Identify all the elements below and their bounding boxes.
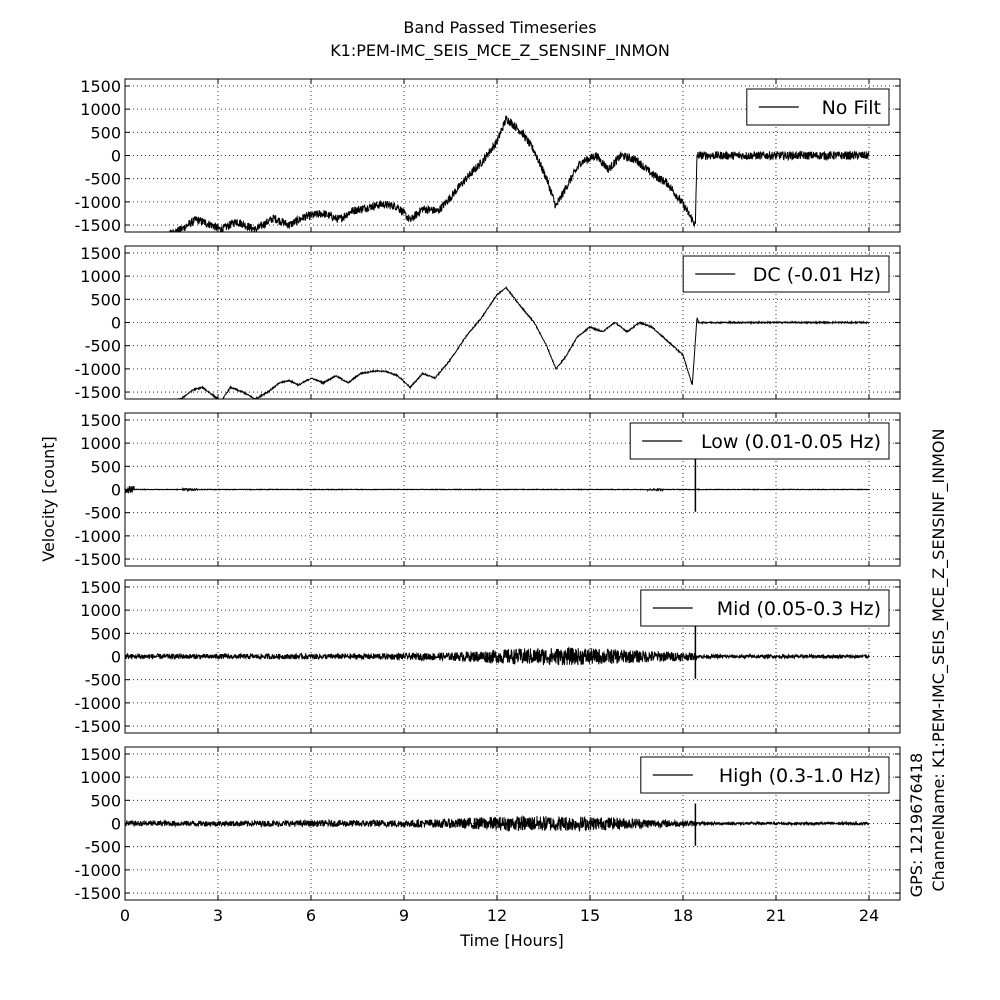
y-tick-label: -1500 [75, 717, 122, 736]
y-tick-label: -1500 [75, 383, 122, 402]
legend-label: No Filt [822, 97, 881, 119]
series-line [125, 115, 870, 232]
x-tick-label: 0 [120, 906, 130, 925]
y-tick-label: 500 [90, 290, 121, 309]
y-tick-label: 1500 [80, 77, 121, 96]
y-tick-label: 0 [111, 481, 121, 500]
subplot-2: 1500 1000 500 0 -500 -1000 -1500 DC (-0.01 Hz) [75, 244, 901, 402]
series-line [125, 815, 870, 833]
x-tick-label: 15 [580, 906, 600, 925]
legend-label: Mid (0.05-0.3 Hz) [717, 598, 881, 620]
legend-label: High (0.3-1.0 Hz) [719, 765, 881, 787]
legend-label: DC (-0.01 Hz) [753, 264, 881, 286]
y-tick-label: 1500 [80, 745, 121, 764]
y-tick-label: 0 [111, 147, 121, 166]
y-tick-label: 500 [90, 123, 121, 142]
subplot-4: 1500 1000 500 0 -500 -1000 -1500 Mid (0.05-0.3 … [75, 578, 901, 736]
subplot-stack: 1500 1000 500 0 -500 -1000 -1500 No Filt 1500 100… [75, 77, 901, 903]
y-tick-label: -500 [85, 337, 121, 356]
y-tick-label: 500 [90, 791, 121, 810]
side-gps-label: GPS: 1219676418 [907, 753, 926, 897]
y-tick-label: -1500 [75, 216, 122, 235]
legend-label: Low (0.01-0.05 Hz) [701, 431, 881, 453]
y-tick-label: 0 [111, 314, 121, 333]
x-axis-ticks: 0 3 6 9 12 15 18 21 24 [120, 906, 879, 925]
x-tick-label: 24 [859, 906, 879, 925]
y-tick-label: 0 [111, 648, 121, 667]
subplot-1: 1500 1000 500 0 -500 -1000 -1500 No Filt [75, 77, 901, 235]
y-tick-label: -1500 [75, 884, 122, 903]
subplot-3: 1500 1000 500 0 -500 -1000 -1500 Low (0.01-0.05… [75, 411, 901, 569]
y-tick-label: 0 [111, 815, 121, 834]
series-line [125, 645, 870, 666]
y-tick-label: 1000 [80, 601, 121, 620]
legend: Low (0.01-0.05 Hz) [629, 422, 890, 460]
y-tick-label: -500 [85, 170, 121, 189]
y-tick-label: 1000 [80, 267, 121, 286]
series-line [125, 485, 870, 494]
x-tick-label: 12 [487, 906, 507, 925]
legend: High (0.3-1.0 Hz) [640, 756, 890, 794]
y-tick-label: -1000 [75, 360, 122, 379]
y-tick-label: -500 [85, 671, 121, 690]
y-tick-label: 1000 [80, 434, 121, 453]
x-tick-label: 6 [306, 906, 316, 925]
y-tick-label: -1000 [75, 861, 122, 880]
y-tick-label: -1000 [75, 193, 122, 212]
x-tick-label: 9 [399, 906, 409, 925]
y-axis-label: Velocity [count] [39, 436, 58, 561]
y-tick-label: -1500 [75, 550, 122, 569]
y-tick-label: -1000 [75, 527, 122, 546]
x-tick-label: 21 [766, 906, 786, 925]
y-tick-label: 500 [90, 457, 121, 476]
legend: No Filt [746, 88, 890, 126]
y-tick-label: -500 [85, 838, 121, 857]
subplot-5: 1500 1000 500 0 -500 -1000 -1500 High (0.3-1.0 … [75, 745, 901, 903]
y-tick-label: 1500 [80, 244, 121, 263]
y-tick-label: 500 [90, 624, 121, 643]
y-tick-label: 1000 [80, 100, 121, 119]
y-tick-label: 1500 [80, 411, 121, 430]
y-tick-label: 1000 [80, 768, 121, 787]
figure-title-line1: Band Passed Timeseries [403, 18, 596, 37]
side-channel-label: ChannelName: K1:PEM-IMC_SEIS_MCE_Z_SENSI… [929, 429, 949, 892]
x-tick-label: 3 [213, 906, 223, 925]
y-tick-label: -1000 [75, 694, 122, 713]
legend: Mid (0.05-0.3 Hz) [640, 589, 890, 627]
y-tick-label: 1500 [80, 578, 121, 597]
series-line [125, 285, 870, 399]
figure-title-line2: K1:PEM-IMC_SEIS_MCE_Z_SENSINF_INMON [330, 41, 670, 61]
legend: DC (-0.01 Hz) [682, 255, 890, 293]
x-axis-label: Time [Hours] [459, 931, 564, 950]
y-tick-label: -500 [85, 504, 121, 523]
x-tick-label: 18 [673, 906, 693, 925]
